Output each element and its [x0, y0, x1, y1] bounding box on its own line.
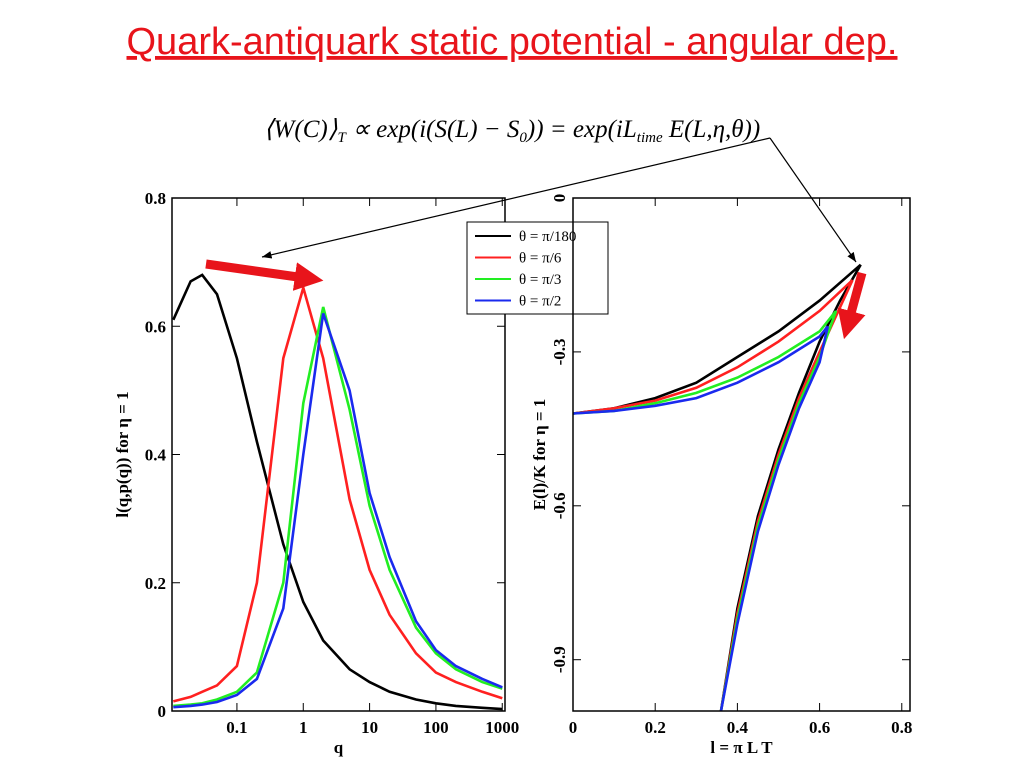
- shift-arrow: [205, 259, 324, 291]
- slide-title: Quark-antiquark static potential - angul…: [127, 21, 898, 63]
- x-tick-label: 0.8: [891, 718, 912, 737]
- series-line: [573, 310, 838, 711]
- chart: 0 0.2 0.4 0.6 0.8 0 -0.3 -0.6 -0.9 l = π L T E(l)/…: [530, 194, 912, 757]
- x-axis-label: l = π L T: [710, 738, 773, 757]
- x-tick-label: 0.6: [809, 718, 830, 737]
- x-tick-label: 10: [361, 718, 378, 737]
- y-axis-label: E(l)/K for η = 1: [530, 399, 549, 511]
- x-tick-label: 1000: [485, 718, 519, 737]
- x-tick-label: 0: [569, 718, 578, 737]
- formula-part: ⟨W(C)⟩: [264, 116, 338, 143]
- series-line: [172, 283, 503, 703]
- y-tick-label: -0.6: [550, 492, 569, 519]
- formula: ⟨W(C)⟩T ∝ exp(i(S(L) − S0)) = exp(iLtime…: [264, 116, 760, 146]
- y-tick-label: 0.6: [145, 317, 166, 336]
- series-line: [173, 312, 503, 709]
- chart: 0.1 1 10 100 1000 0 0.2 0.4 0.6 0.8 q l(q,p(q)) for…: [113, 189, 609, 757]
- formula-part: E(L,η,θ)): [663, 116, 761, 143]
- formula-part: T: [337, 130, 347, 146]
- series-line: [172, 273, 503, 711]
- y-tick-label: 0.8: [145, 189, 166, 208]
- y-tick-label: -0.9: [550, 646, 569, 673]
- legend-label: θ = π/180: [519, 229, 576, 245]
- y-tick-label: 0.2: [145, 574, 166, 593]
- y-tick-label: -0.3: [550, 338, 569, 365]
- legend-box: [466, 221, 609, 315]
- x-tick-label: 0.2: [645, 718, 666, 737]
- shift-arrow: [837, 271, 867, 340]
- pointer-arrow: [261, 137, 771, 259]
- plots: 0.1 1 10 100 1000 0 0.2 0.4 0.6 0.8 q l(q,p(q)) for…: [113, 189, 912, 757]
- y-axis-label: l(q,p(q)) for η = 1: [113, 391, 132, 517]
- y-tick-label: 0: [550, 194, 569, 203]
- formula-part: )) = exp(iL: [525, 116, 637, 143]
- plot-frame: [572, 197, 911, 712]
- legend-label: θ = π/3: [519, 272, 561, 288]
- legend: θ = π/180 θ = π/6 θ = π/3 θ = π/2: [466, 221, 609, 315]
- x-axis-label: q: [334, 738, 344, 757]
- x-tick-label: 1: [299, 718, 308, 737]
- formula-part: ∝ exp(i(S(L) − S: [346, 116, 520, 143]
- x-tick-label: 0.4: [727, 718, 749, 737]
- legend-label: θ = π/2: [519, 294, 561, 310]
- plot-frame: [171, 197, 506, 712]
- series-line: [573, 279, 854, 711]
- formula-part: time: [637, 130, 663, 146]
- pointer-arrow: [769, 137, 857, 263]
- series-line: [573, 325, 830, 711]
- y-tick-label: 0: [158, 702, 167, 721]
- legend-label: θ = π/6: [519, 251, 562, 267]
- series-line: [173, 306, 503, 708]
- x-tick-label: 0.1: [226, 718, 247, 737]
- y-tick-label: 0.4: [145, 446, 167, 465]
- formula-part: 0: [519, 130, 527, 146]
- x-tick-label: 100: [423, 718, 449, 737]
